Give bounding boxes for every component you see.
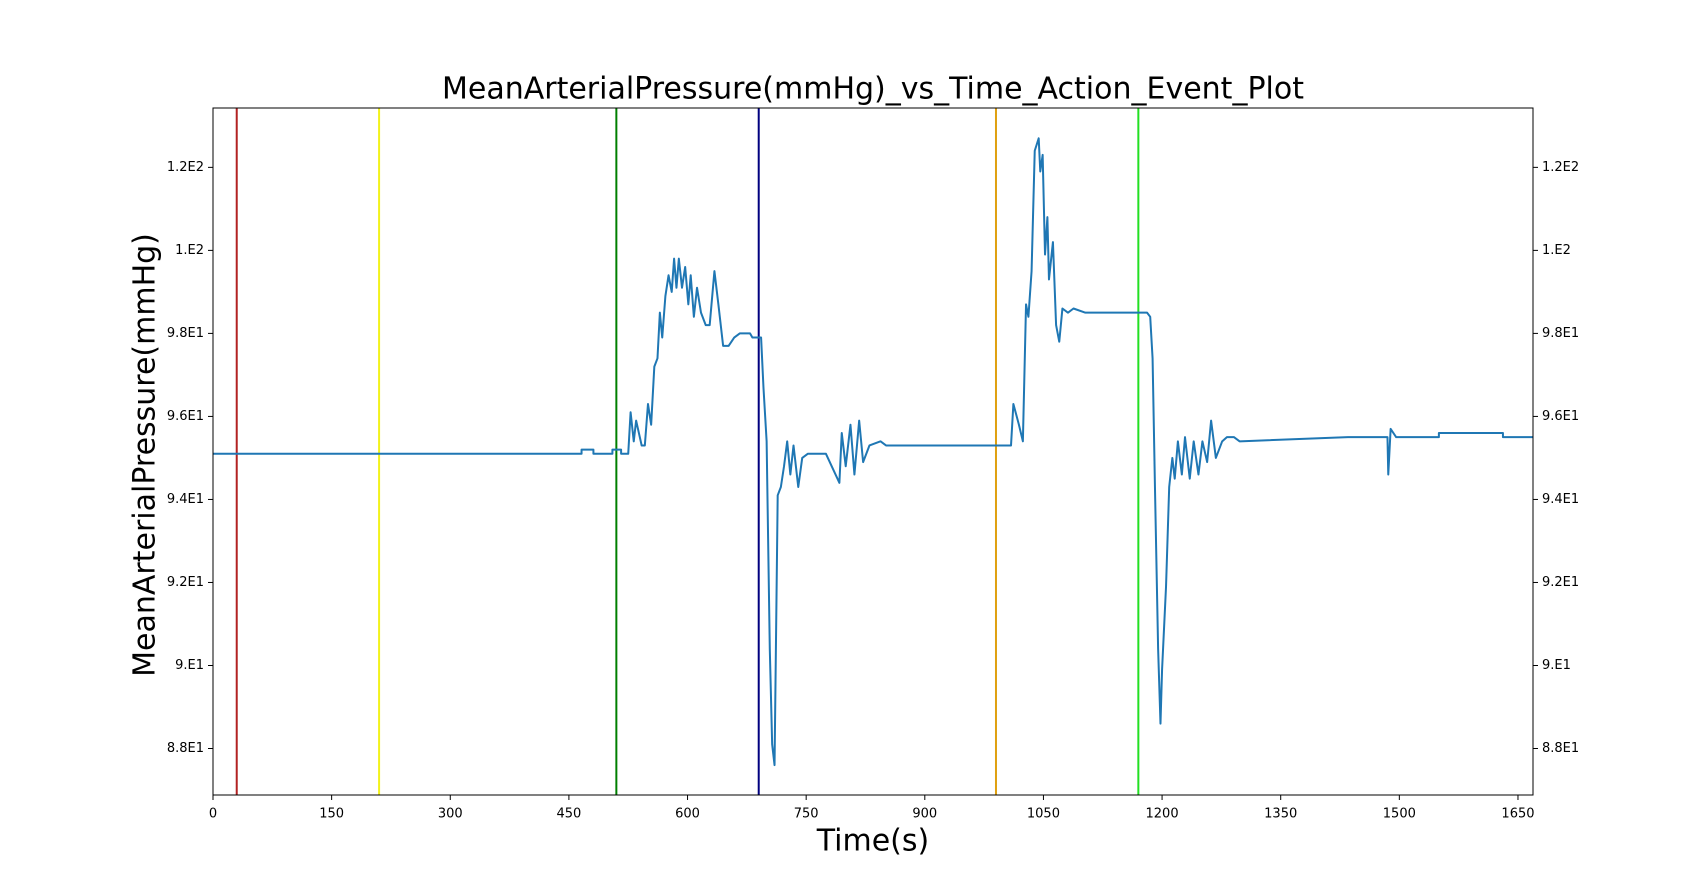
y-tick-label-right: 9.2E1 [1542,575,1579,590]
y-tick-label-right: 9.8E1 [1542,326,1579,341]
y-tick-label-right: 8.8E1 [1542,741,1579,756]
x-tick-label: 600 [675,807,700,822]
x-tick-label: 1500 [1383,807,1416,822]
y-tick-label: 9.2E1 [167,575,204,590]
x-tick-label: 450 [556,807,581,822]
x-tick-label: 150 [319,807,344,822]
y-tick-label-right: 9.4E1 [1542,492,1579,507]
y-tick-label: 8.8E1 [167,741,204,756]
x-tick-label: 900 [912,807,937,822]
chart-title: MeanArterialPressure(mmHg)_vs_Time_Actio… [442,72,1304,107]
y-axis-label: MeanArterialPressure(mmHg) [128,233,163,677]
x-axis-label: Time(s) [816,824,929,859]
y-tick-label: 9.E1 [175,658,204,673]
x-tick-label: 1050 [1027,807,1060,822]
y-tick-label-right: 1.2E2 [1542,160,1579,175]
y-tick-label-right: 9.6E1 [1542,409,1579,424]
y-tick-label: 1.E2 [175,243,204,258]
x-tick-label: 1200 [1146,807,1179,822]
y-tick-label: 1.2E2 [167,160,204,175]
x-tick-label: 0 [209,807,217,822]
x-tick-label: 1650 [1501,807,1534,822]
y-tick-label: 9.8E1 [167,326,204,341]
y-tick-label: 9.4E1 [167,492,204,507]
y-tick-label-right: 9.E1 [1542,658,1571,673]
y-tick-label-right: 1.E2 [1542,243,1571,258]
plot-frame [212,107,1534,796]
x-tick-label: 750 [794,807,819,822]
data-line [213,137,1533,767]
y-tick-label: 9.6E1 [167,409,204,424]
x-tick-label: 1350 [1264,807,1297,822]
x-tick-label: 300 [438,807,463,822]
